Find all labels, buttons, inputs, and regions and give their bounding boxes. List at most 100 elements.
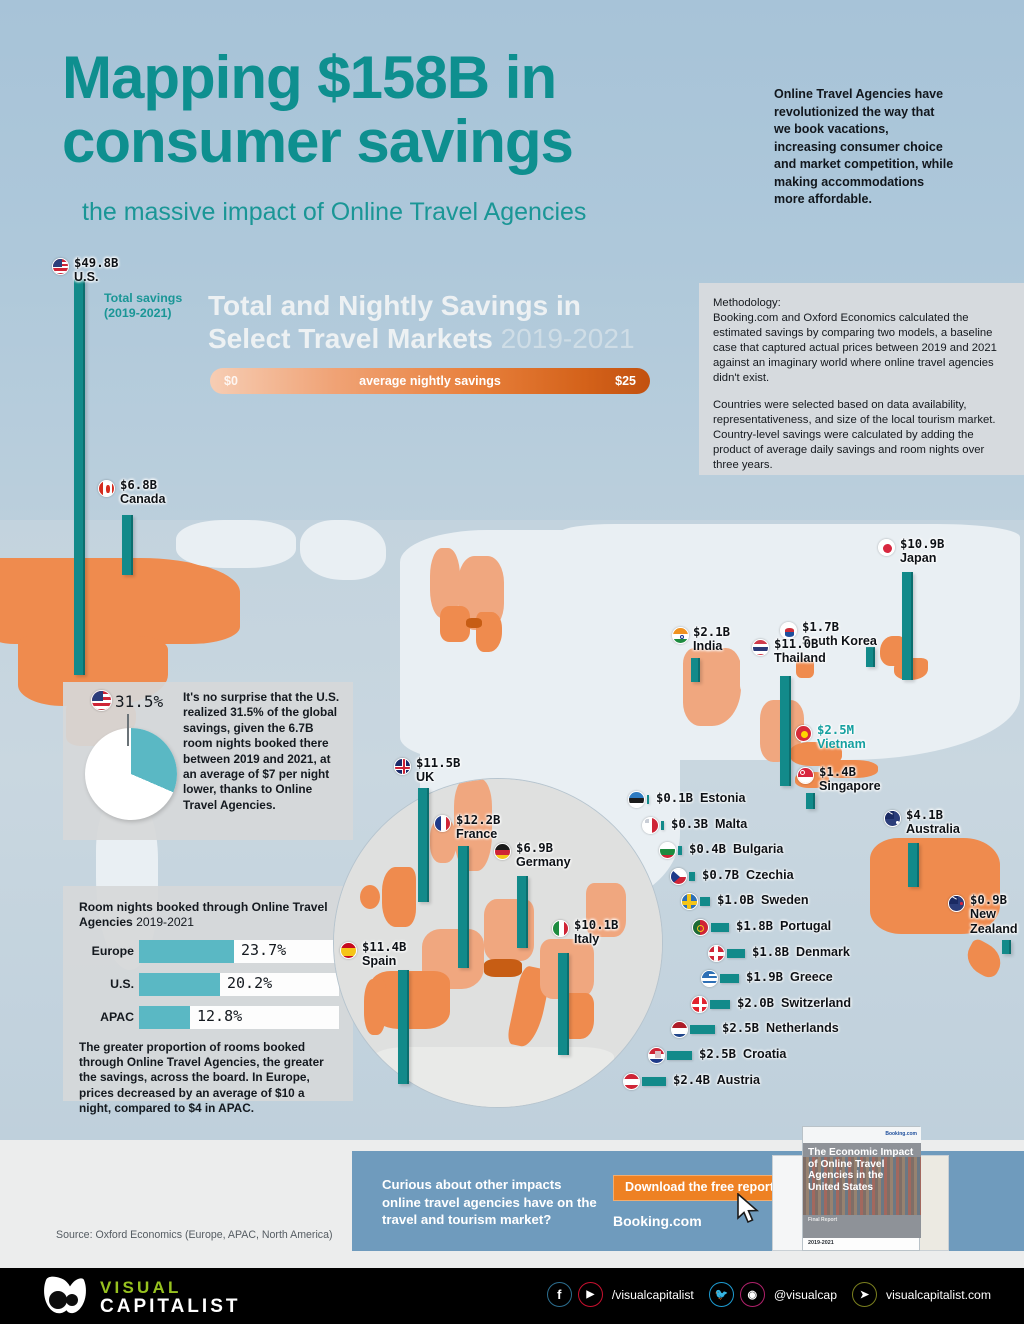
visual-capitalist-logo-icon [44, 1276, 86, 1314]
bar-switzerland [710, 999, 730, 1009]
room-nights-track-us: 20.2% [139, 972, 339, 996]
cta-question: Curious about other impacts online trave… [382, 1177, 597, 1228]
bar-greece [720, 974, 739, 984]
total-savings-annotation: Total savings (2019-2021) [104, 291, 183, 320]
room-nights-label-us: U.S. [110, 977, 134, 991]
label-france: France [456, 827, 498, 842]
source-note: Source: Oxford Economics (Europe, APAC, … [56, 1229, 333, 1241]
bar-new-zealand [1002, 940, 1011, 954]
label-uk: UK [416, 770, 435, 785]
label-new-zealand-1: New [970, 907, 996, 922]
bar-thailand [780, 676, 791, 786]
list-item-estonia: $0.1B Estonia [628, 789, 888, 815]
room-nights-note: The greater proportion of rooms booked t… [79, 1040, 324, 1115]
label-us: U.S. [74, 270, 99, 285]
youtube-icon[interactable]: ▶ [577, 1282, 603, 1307]
flag-south-korea-icon [780, 622, 797, 639]
website-url: visualcapitalist.com [886, 1287, 991, 1302]
value-germany: $6.9B [516, 841, 554, 855]
label-canada: Canada [120, 492, 166, 507]
flag-estonia-icon [628, 791, 645, 808]
room-nights-row-europe: Europe 23.7% [79, 939, 339, 963]
report-header-bar: Booking.com [803, 1127, 921, 1143]
bar-bulgaria [678, 846, 682, 856]
value-canada: $6.8B [120, 478, 158, 492]
flag-malta-icon [642, 816, 659, 834]
label-bulgaria: $0.4B Bulgaria [689, 842, 784, 857]
facebook-icon[interactable]: f [546, 1282, 572, 1307]
label-south-korea: South Korea [802, 634, 877, 649]
pie-leader-line [127, 714, 129, 746]
room-nights-track-europe: 23.7% [139, 939, 339, 963]
label-spain: Spain [362, 954, 397, 969]
list-item-switzerland: $2.0B Switzerland [691, 994, 888, 1020]
list-item-bulgaria: $0.4B Bulgaria [659, 840, 888, 866]
flag-canada-icon [98, 480, 115, 497]
flag-singapore-icon [797, 767, 814, 784]
flag-india-icon [672, 627, 689, 644]
label-croatia: $2.5B Croatia [699, 1046, 787, 1061]
instagram-icon[interactable]: ◉ [739, 1282, 765, 1307]
page-title: Mapping $158B in consumer savings [62, 44, 574, 175]
value-uk: $11.5B [416, 756, 461, 770]
value-italy: $10.1B [574, 918, 619, 932]
flag-austria-icon [623, 1072, 640, 1090]
flag-thailand-icon [752, 639, 769, 656]
legend-max-label: $25 [615, 374, 636, 388]
flag-france-icon [434, 815, 451, 832]
list-item-malta: $0.3B Malta [642, 815, 888, 841]
flag-croatia-icon [648, 1046, 665, 1064]
mouse-cursor-icon [737, 1193, 760, 1224]
flag-sweden-icon [681, 893, 698, 911]
report-cover-image [803, 1143, 921, 1238]
bar-uk [418, 788, 429, 902]
room-nights-label-apac: APAC [100, 1010, 134, 1024]
value-india: $2.1B [693, 625, 731, 639]
bar-sweden [700, 897, 710, 907]
value-new-zealand: $0.9B [970, 893, 1008, 907]
room-nights-value-us: 20.2% [227, 973, 273, 992]
page-subtitle: the massive impact of Online Travel Agen… [82, 198, 587, 226]
flag-uk-icon [394, 758, 411, 775]
label-greece: $1.9B Greece [746, 970, 833, 985]
room-nights-label-europe: Europe [91, 944, 134, 958]
flag-italy-icon [552, 920, 569, 937]
label-estonia: $0.1B Estonia [656, 791, 746, 805]
label-switzerland: $2.0B Switzerland [737, 995, 852, 1010]
list-item-sweden: $1.0B Sweden [681, 891, 888, 917]
social-handle-facebook: /visualcapitalist [611, 1287, 694, 1302]
value-france: $12.2B [456, 813, 501, 827]
bar-portugal [711, 922, 729, 932]
flag-germany-icon [494, 843, 511, 860]
bar-france [458, 846, 469, 968]
report-booking-logo: Booking.com [885, 1131, 917, 1137]
cursor-link-icon[interactable]: ➤ [852, 1282, 877, 1307]
legend-min-label: $0 [224, 374, 238, 388]
label-india: India [693, 639, 723, 654]
us-share-panel: 31.5% It's no surprise that the U.S. rea… [63, 682, 353, 840]
list-item-czechia: $0.7B Czechia [670, 866, 888, 892]
label-sweden: $1.0B Sweden [717, 893, 809, 908]
flag-bulgaria-icon [659, 842, 676, 860]
download-report-button[interactable]: Download the free report [613, 1175, 786, 1201]
flag-denmark-icon [708, 944, 725, 962]
twitter-icon[interactable]: 🐦 [708, 1282, 734, 1307]
report-title: The Economic Impact of Online Travel Age… [808, 1147, 914, 1193]
label-denmark: $1.8B Denmark [752, 944, 850, 959]
flag-spain-icon [340, 942, 357, 959]
flag-vietnam-icon [795, 725, 812, 742]
label-czechia: $0.7B Czechia [702, 867, 794, 882]
list-item-denmark: $1.8B Denmark [708, 943, 888, 969]
bar-singapore [806, 793, 815, 809]
bar-spain [398, 970, 409, 1084]
label-japan: Japan [900, 551, 937, 566]
cta-banner: Curious about other impacts online trave… [352, 1126, 1024, 1251]
room-nights-fill-us [139, 972, 220, 996]
room-nights-fill-europe [139, 939, 234, 963]
report-cover: Booking.com The Economic Impact of Onlin… [802, 1126, 921, 1251]
bar-canada [122, 515, 133, 575]
label-thailand: Thailand [774, 651, 826, 666]
value-thailand: $11.0B [774, 637, 819, 651]
list-item-croatia: $2.5B Croatia [648, 1045, 888, 1071]
room-nights-title: Room nights booked through Online Travel… [79, 900, 328, 929]
